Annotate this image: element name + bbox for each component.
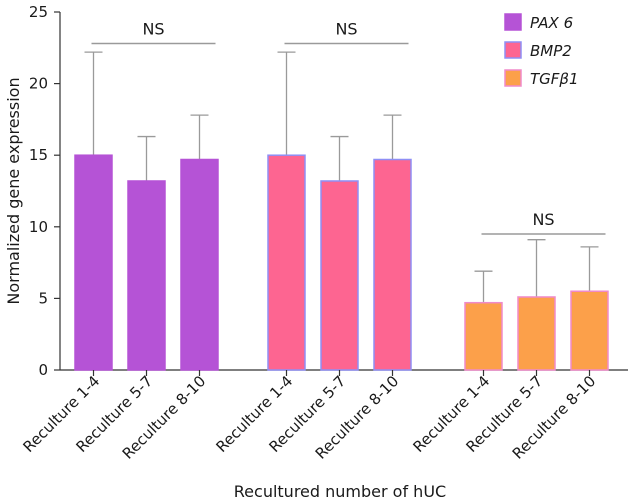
bar <box>127 180 166 371</box>
bar <box>180 158 219 371</box>
legend-label: PAX 6 <box>530 14 573 32</box>
y-tick-label: 25 <box>29 3 48 21</box>
bar <box>570 290 609 371</box>
significance-label: NS <box>142 20 164 39</box>
significance-label: NS <box>335 20 357 39</box>
bar <box>320 180 359 371</box>
bar <box>464 301 503 371</box>
y-tick-label: 10 <box>29 218 48 236</box>
y-tick-label: 0 <box>38 361 48 379</box>
legend-swatch <box>504 41 522 59</box>
bar <box>373 158 412 371</box>
y-tick-label: 15 <box>29 146 48 164</box>
bar <box>267 154 306 371</box>
legend-swatch <box>504 69 522 87</box>
y-tick-label: 20 <box>29 75 48 93</box>
significance-label: NS <box>532 210 554 229</box>
x-axis-title: Recultured number of hUC <box>234 482 446 501</box>
legend-label: TGFβ1 <box>530 70 579 88</box>
y-axis-title: Normalized gene expression <box>4 77 23 304</box>
bar <box>74 154 113 371</box>
bar <box>517 296 556 371</box>
y-tick-label: 5 <box>38 289 48 307</box>
legend-label: BMP2 <box>530 42 572 60</box>
legend: PAX 6 BMP2 TGFβ1 <box>504 13 579 88</box>
annotations: NS NS NS <box>91 20 606 235</box>
legend-swatch <box>504 13 522 31</box>
